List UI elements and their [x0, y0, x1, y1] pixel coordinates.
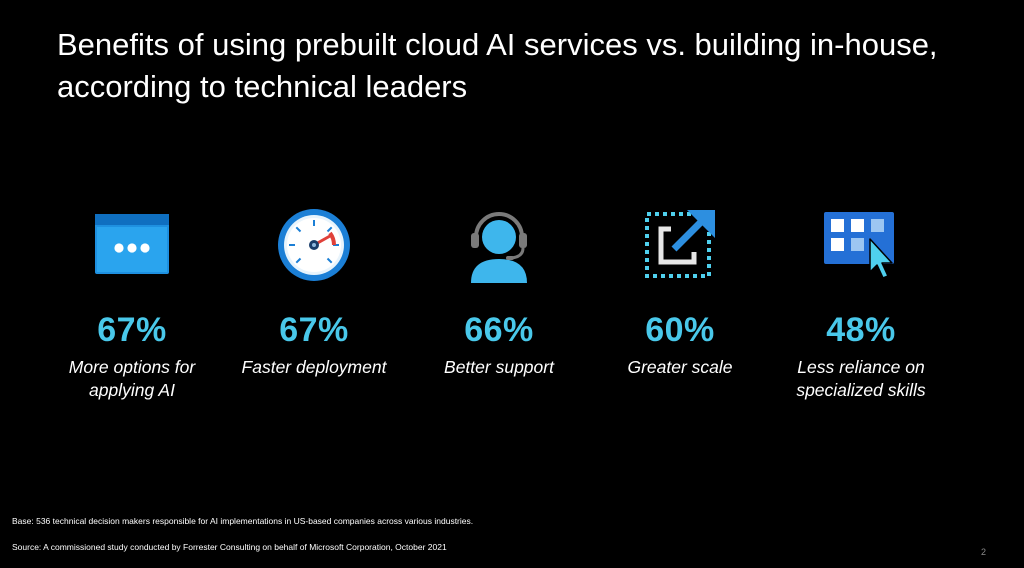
expand-arrow-icon — [645, 210, 715, 278]
page-number: 2 — [980, 547, 986, 557]
stat-value: 48% — [826, 311, 896, 349]
stat-more-options: 67% More options for applying AI — [37, 205, 227, 402]
stat-greater-scale: 60% Greater scale — [585, 205, 775, 379]
footnote-base: Base: 536 technical decision makers resp… — [12, 516, 474, 526]
stat-less-reliance: 48% Less reliance on specialized skills — [766, 205, 956, 402]
stat-value: 60% — [645, 311, 715, 349]
stat-value: 66% — [464, 311, 534, 349]
browser-window-icon — [95, 214, 169, 274]
stat-better-support: 66% Better support — [404, 205, 594, 379]
stat-label: Faster deployment — [241, 357, 387, 377]
stat-label: Less reliance on specialized skills — [796, 357, 926, 400]
app-grid-cursor-icon — [824, 212, 894, 279]
stat-label: More options for applying AI — [68, 357, 196, 400]
slide-title: Benefits of using prebuilt cloud AI serv… — [57, 27, 938, 104]
stat-label: Better support — [444, 357, 554, 377]
stats-row: 67% More options for applying AI — [0, 205, 1024, 425]
footnote-source: Source: A commissioned study conducted b… — [12, 542, 447, 552]
stat-faster-deployment: 67% Faster deployment — [219, 205, 409, 379]
stat-value: 67% — [279, 311, 349, 349]
stat-value: 67% — [97, 311, 167, 349]
speedometer-icon — [278, 209, 350, 281]
stat-label: Greater scale — [627, 357, 733, 377]
support-agent-headset-icon — [471, 212, 527, 283]
